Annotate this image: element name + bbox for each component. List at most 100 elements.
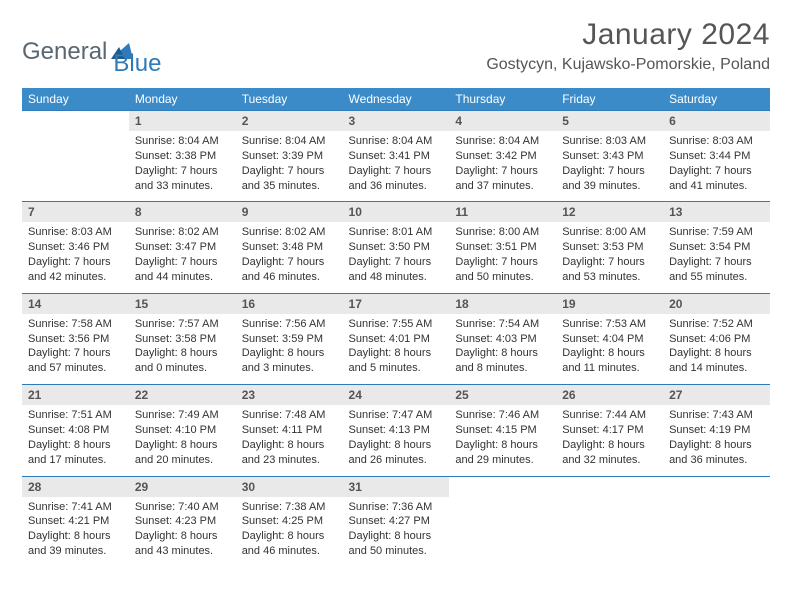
daylight-text: Daylight: 8 hours and 32 minutes. <box>562 438 657 468</box>
daylight-text: Daylight: 8 hours and 20 minutes. <box>135 438 230 468</box>
day-cell: Sunrise: 7:48 AMSunset: 4:11 PMDaylight:… <box>236 405 343 476</box>
day-number: 27 <box>663 385 770 406</box>
day-cell: Sunrise: 7:41 AMSunset: 4:21 PMDaylight:… <box>22 497 129 567</box>
sunrise-text: Sunrise: 7:59 AM <box>669 225 764 240</box>
sunset-text: Sunset: 3:41 PM <box>349 149 444 164</box>
day-cell: Sunrise: 7:51 AMSunset: 4:08 PMDaylight:… <box>22 405 129 476</box>
day-cell: Sunrise: 7:49 AMSunset: 4:10 PMDaylight:… <box>129 405 236 476</box>
day-number: 4 <box>449 111 556 132</box>
calendar-table: SundayMondayTuesdayWednesdayThursdayFrid… <box>22 88 770 567</box>
empty-cell <box>22 111 129 132</box>
daylight-text: Daylight: 7 hours and 44 minutes. <box>135 255 230 285</box>
day-cell: Sunrise: 8:02 AMSunset: 3:47 PMDaylight:… <box>129 222 236 293</box>
day-number-row: 123456 <box>22 111 770 132</box>
day-cell: Sunrise: 7:36 AMSunset: 4:27 PMDaylight:… <box>343 497 450 567</box>
daylight-text: Daylight: 8 hours and 3 minutes. <box>242 346 337 376</box>
day-number: 21 <box>22 385 129 406</box>
day-number: 23 <box>236 385 343 406</box>
day-number-row: 14151617181920 <box>22 293 770 314</box>
daylight-text: Daylight: 8 hours and 11 minutes. <box>562 346 657 376</box>
day-cell: Sunrise: 7:58 AMSunset: 3:56 PMDaylight:… <box>22 314 129 385</box>
sunrise-text: Sunrise: 7:43 AM <box>669 408 764 423</box>
day-cell: Sunrise: 7:47 AMSunset: 4:13 PMDaylight:… <box>343 405 450 476</box>
sunrise-text: Sunrise: 7:46 AM <box>455 408 550 423</box>
daylight-text: Daylight: 8 hours and 50 minutes. <box>349 529 444 559</box>
title-block: January 2024 Gostycyn, Kujawsko-Pomorski… <box>486 18 770 74</box>
empty-cell <box>663 497 770 567</box>
sunrise-text: Sunrise: 8:04 AM <box>455 134 550 149</box>
day-content-row: Sunrise: 7:58 AMSunset: 3:56 PMDaylight:… <box>22 314 770 385</box>
day-number: 20 <box>663 293 770 314</box>
day-number: 9 <box>236 202 343 223</box>
day-number: 28 <box>22 476 129 497</box>
sunrise-text: Sunrise: 7:41 AM <box>28 500 123 515</box>
sunrise-text: Sunrise: 8:03 AM <box>562 134 657 149</box>
header: General Blue January 2024 Gostycyn, Kuja… <box>22 18 770 78</box>
daylight-text: Daylight: 7 hours and 36 minutes. <box>349 164 444 194</box>
day-cell: Sunrise: 8:04 AMSunset: 3:38 PMDaylight:… <box>129 131 236 202</box>
daylight-text: Daylight: 8 hours and 29 minutes. <box>455 438 550 468</box>
day-number: 16 <box>236 293 343 314</box>
day-number-row: 21222324252627 <box>22 385 770 406</box>
daylight-text: Daylight: 7 hours and 37 minutes. <box>455 164 550 194</box>
weekday-header-row: SundayMondayTuesdayWednesdayThursdayFrid… <box>22 88 770 111</box>
sunrise-text: Sunrise: 8:04 AM <box>349 134 444 149</box>
sunrise-text: Sunrise: 7:55 AM <box>349 317 444 332</box>
day-number: 19 <box>556 293 663 314</box>
day-number: 2 <box>236 111 343 132</box>
day-cell: Sunrise: 7:57 AMSunset: 3:58 PMDaylight:… <box>129 314 236 385</box>
day-number: 5 <box>556 111 663 132</box>
day-cell: Sunrise: 8:01 AMSunset: 3:50 PMDaylight:… <box>343 222 450 293</box>
weekday-header: Sunday <box>22 88 129 111</box>
sunset-text: Sunset: 3:58 PM <box>135 332 230 347</box>
sunset-text: Sunset: 3:44 PM <box>669 149 764 164</box>
daylight-text: Daylight: 8 hours and 46 minutes. <box>242 529 337 559</box>
sunset-text: Sunset: 4:10 PM <box>135 423 230 438</box>
daylight-text: Daylight: 7 hours and 42 minutes. <box>28 255 123 285</box>
daylight-text: Daylight: 8 hours and 14 minutes. <box>669 346 764 376</box>
day-cell: Sunrise: 7:52 AMSunset: 4:06 PMDaylight:… <box>663 314 770 385</box>
sunset-text: Sunset: 3:51 PM <box>455 240 550 255</box>
day-cell: Sunrise: 8:04 AMSunset: 3:41 PMDaylight:… <box>343 131 450 202</box>
day-content-row: Sunrise: 8:04 AMSunset: 3:38 PMDaylight:… <box>22 131 770 202</box>
day-number: 25 <box>449 385 556 406</box>
day-number: 6 <box>663 111 770 132</box>
sunset-text: Sunset: 4:17 PM <box>562 423 657 438</box>
brand-word-2: Blue <box>113 50 161 78</box>
sunset-text: Sunset: 4:11 PM <box>242 423 337 438</box>
day-cell: Sunrise: 7:43 AMSunset: 4:19 PMDaylight:… <box>663 405 770 476</box>
day-cell: Sunrise: 7:44 AMSunset: 4:17 PMDaylight:… <box>556 405 663 476</box>
sunrise-text: Sunrise: 8:04 AM <box>135 134 230 149</box>
weekday-header: Thursday <box>449 88 556 111</box>
day-cell: Sunrise: 8:00 AMSunset: 3:51 PMDaylight:… <box>449 222 556 293</box>
day-cell: Sunrise: 7:56 AMSunset: 3:59 PMDaylight:… <box>236 314 343 385</box>
sunset-text: Sunset: 3:47 PM <box>135 240 230 255</box>
daylight-text: Daylight: 8 hours and 23 minutes. <box>242 438 337 468</box>
day-number: 12 <box>556 202 663 223</box>
sunset-text: Sunset: 3:48 PM <box>242 240 337 255</box>
daylight-text: Daylight: 8 hours and 39 minutes. <box>28 529 123 559</box>
sunrise-text: Sunrise: 7:47 AM <box>349 408 444 423</box>
day-number: 7 <box>22 202 129 223</box>
day-number: 8 <box>129 202 236 223</box>
day-cell: Sunrise: 7:55 AMSunset: 4:01 PMDaylight:… <box>343 314 450 385</box>
empty-cell <box>663 476 770 497</box>
daylight-text: Daylight: 8 hours and 0 minutes. <box>135 346 230 376</box>
day-number: 22 <box>129 385 236 406</box>
daylight-text: Daylight: 7 hours and 46 minutes. <box>242 255 337 285</box>
day-number: 11 <box>449 202 556 223</box>
sunrise-text: Sunrise: 7:36 AM <box>349 500 444 515</box>
sunset-text: Sunset: 3:43 PM <box>562 149 657 164</box>
weekday-header: Monday <box>129 88 236 111</box>
sunrise-text: Sunrise: 8:00 AM <box>455 225 550 240</box>
day-cell: Sunrise: 7:38 AMSunset: 4:25 PMDaylight:… <box>236 497 343 567</box>
sunset-text: Sunset: 4:04 PM <box>562 332 657 347</box>
day-cell: Sunrise: 8:03 AMSunset: 3:43 PMDaylight:… <box>556 131 663 202</box>
empty-cell <box>449 476 556 497</box>
day-number: 30 <box>236 476 343 497</box>
sunrise-text: Sunrise: 8:03 AM <box>28 225 123 240</box>
day-number: 14 <box>22 293 129 314</box>
daylight-text: Daylight: 8 hours and 26 minutes. <box>349 438 444 468</box>
daylight-text: Daylight: 7 hours and 33 minutes. <box>135 164 230 194</box>
day-number: 24 <box>343 385 450 406</box>
